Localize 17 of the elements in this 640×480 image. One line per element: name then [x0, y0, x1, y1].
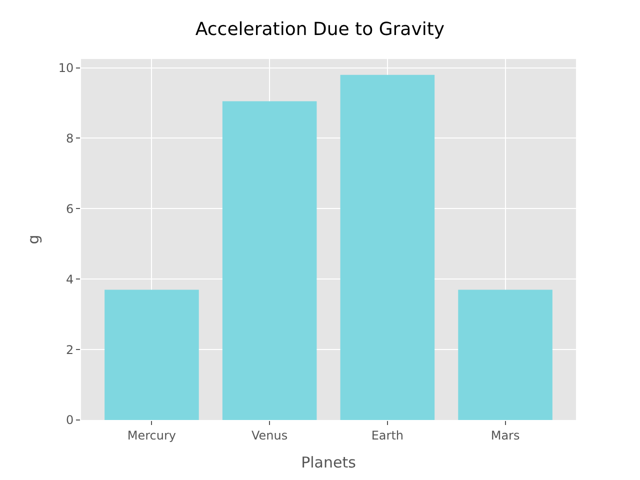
chart-title: Acceleration Due to Gravity [195, 19, 445, 40]
bar [104, 290, 199, 420]
y-tick-label: 10 [58, 61, 74, 75]
y-tick-label: 2 [66, 342, 74, 357]
y-tick-label: 0 [66, 413, 74, 428]
x-tick-label: Venus [252, 428, 288, 442]
x-tick-label: Mars [490, 428, 520, 442]
x-axis-title: Planets [301, 453, 356, 472]
y-tick-label: 4 [66, 272, 74, 286]
x-tick-label: Earth [371, 428, 404, 442]
bar [222, 101, 317, 420]
y-axis-title: g [24, 234, 43, 244]
bar [340, 74, 435, 420]
x-tick-label: Mercury [127, 428, 176, 442]
y-tick-label: 6 [66, 202, 74, 216]
bar [458, 290, 552, 420]
y-tick-label: 8 [66, 131, 74, 146]
